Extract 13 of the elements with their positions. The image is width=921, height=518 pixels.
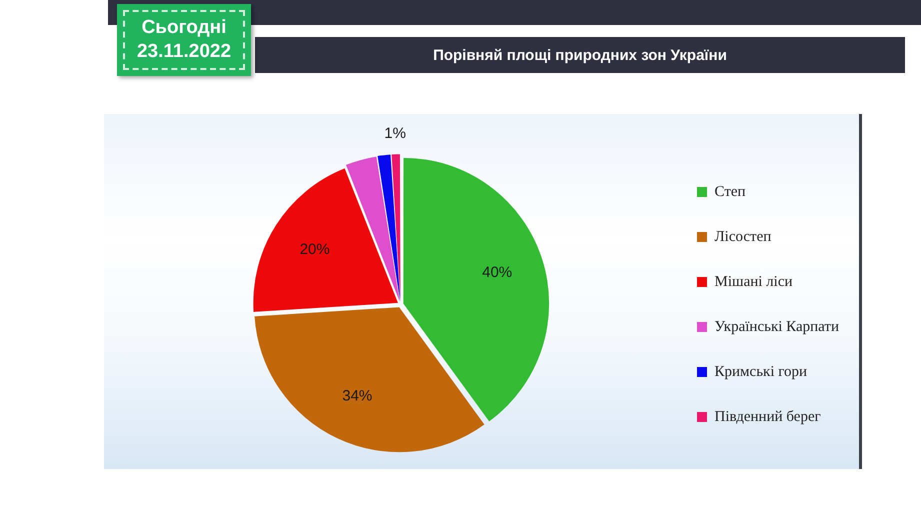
legend-label: Українські Карпати xyxy=(714,318,840,335)
data-label: 1% xyxy=(384,125,406,142)
legend-label: Кримські гори xyxy=(714,364,808,380)
data-label: 34% xyxy=(342,388,372,405)
text: 23.11.2022 xyxy=(136,40,232,64)
legend-label: Мішані ліси xyxy=(714,274,793,290)
chart-title: Порівняй площі природних зон України xyxy=(255,37,905,73)
legend-label: Південний берег xyxy=(714,408,821,425)
text: Сьогодні xyxy=(142,16,226,40)
data-label: 20% xyxy=(300,241,330,258)
data-label: 40% xyxy=(482,264,512,282)
legend-label: Степ xyxy=(714,184,746,200)
legend-label: Лісостеп xyxy=(714,228,772,245)
